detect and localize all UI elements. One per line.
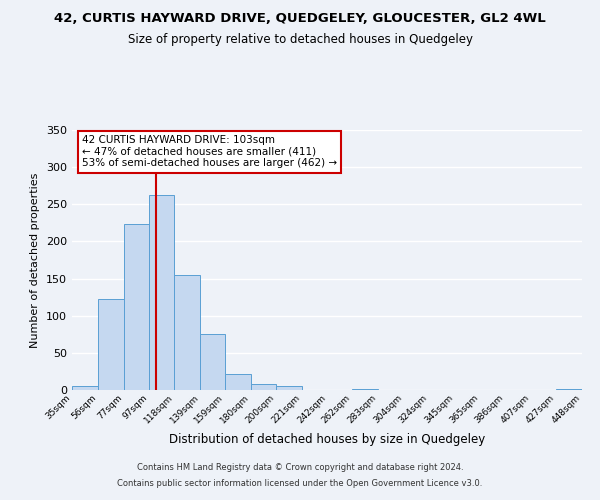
Bar: [276, 386, 302, 390]
X-axis label: Distribution of detached houses by size in Quedgeley: Distribution of detached houses by size …: [169, 433, 485, 446]
Bar: [556, 388, 582, 390]
Bar: [149, 196, 175, 390]
Bar: [225, 374, 251, 390]
Text: 42, CURTIS HAYWARD DRIVE, QUEDGELEY, GLOUCESTER, GL2 4WL: 42, CURTIS HAYWARD DRIVE, QUEDGELEY, GLO…: [54, 12, 546, 26]
Bar: [124, 224, 149, 390]
Bar: [72, 386, 98, 390]
Text: Contains HM Land Registry data © Crown copyright and database right 2024.: Contains HM Land Registry data © Crown c…: [137, 464, 463, 472]
Bar: [251, 384, 276, 390]
Y-axis label: Number of detached properties: Number of detached properties: [31, 172, 40, 348]
Bar: [175, 275, 200, 390]
Text: 42 CURTIS HAYWARD DRIVE: 103sqm
← 47% of detached houses are smaller (411)
53% o: 42 CURTIS HAYWARD DRIVE: 103sqm ← 47% of…: [82, 135, 337, 168]
Text: Size of property relative to detached houses in Quedgeley: Size of property relative to detached ho…: [128, 32, 473, 46]
Text: Contains public sector information licensed under the Open Government Licence v3: Contains public sector information licen…: [118, 478, 482, 488]
Bar: [98, 298, 124, 390]
Bar: [200, 334, 225, 390]
Bar: [352, 388, 378, 390]
